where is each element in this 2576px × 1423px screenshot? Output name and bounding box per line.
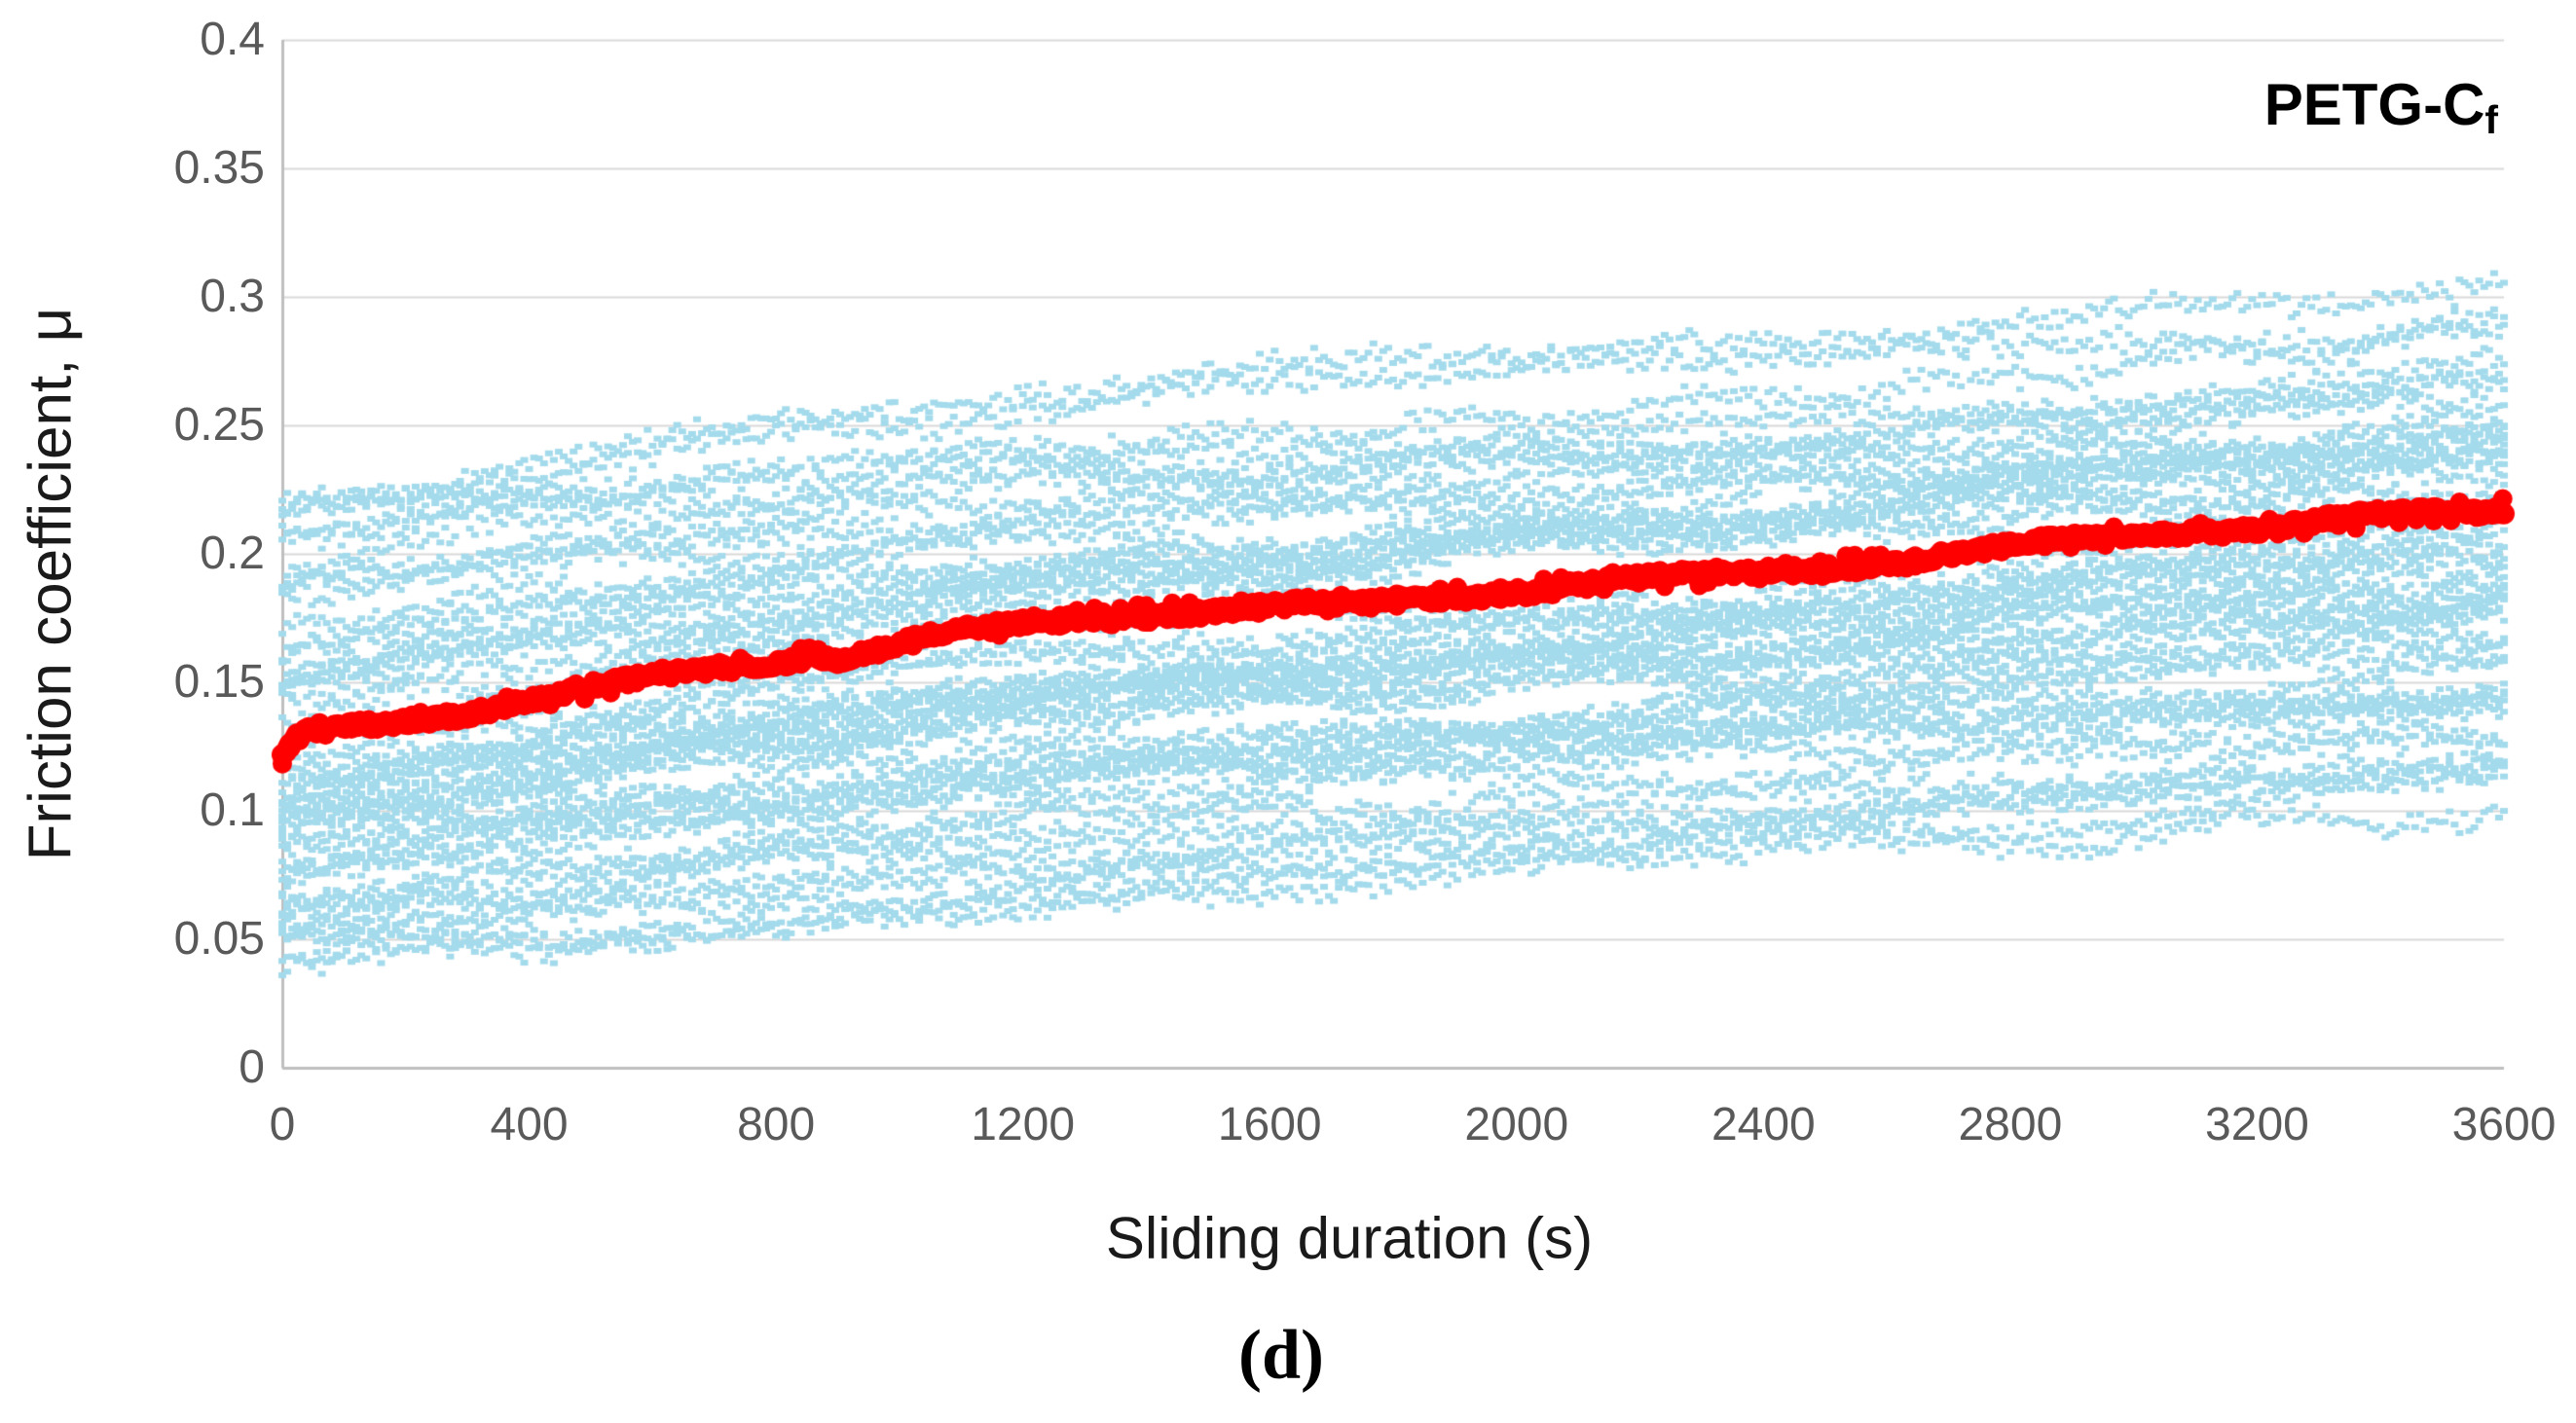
x-tick-label: 2400 <box>1711 1099 1816 1150</box>
y-tick-label: 0.4 <box>200 14 265 65</box>
y-tick-label: 0.3 <box>200 271 265 322</box>
x-tick-label: 3200 <box>2205 1099 2309 1150</box>
y-axis-title: Friction coefficient, μ <box>17 307 85 861</box>
series-corner-label: PETG-Cf <box>2264 71 2498 143</box>
y-tick-label: 0 <box>239 1041 265 1093</box>
x-tick-label: 2000 <box>1464 1099 1569 1150</box>
y-tick-label: 0.1 <box>200 784 265 836</box>
corner-label-subscript: f <box>2484 96 2498 142</box>
x-tick-label: 3600 <box>2451 1099 2557 1150</box>
y-tick-label: 0.25 <box>173 399 265 451</box>
y-tick-label: 0.35 <box>173 142 265 194</box>
y-tick-label: 0.2 <box>200 528 265 579</box>
x-tick-label: 400 <box>490 1099 569 1150</box>
x-axis-title: Sliding duration (s) <box>1105 1205 1594 1271</box>
panel-caption: (d) <box>1238 1315 1324 1394</box>
x-tick-label: 1600 <box>1217 1099 1322 1150</box>
x-tick-label: 2800 <box>1958 1099 2063 1150</box>
y-tick-label: 0.15 <box>173 656 265 708</box>
x-tick-label: 1200 <box>971 1099 1076 1150</box>
x-tick-label: 800 <box>737 1099 816 1150</box>
y-tick-label: 0.05 <box>173 913 265 965</box>
x-tick-label: 0 <box>269 1099 296 1150</box>
corner-label-main: PETG-C <box>2263 72 2485 138</box>
